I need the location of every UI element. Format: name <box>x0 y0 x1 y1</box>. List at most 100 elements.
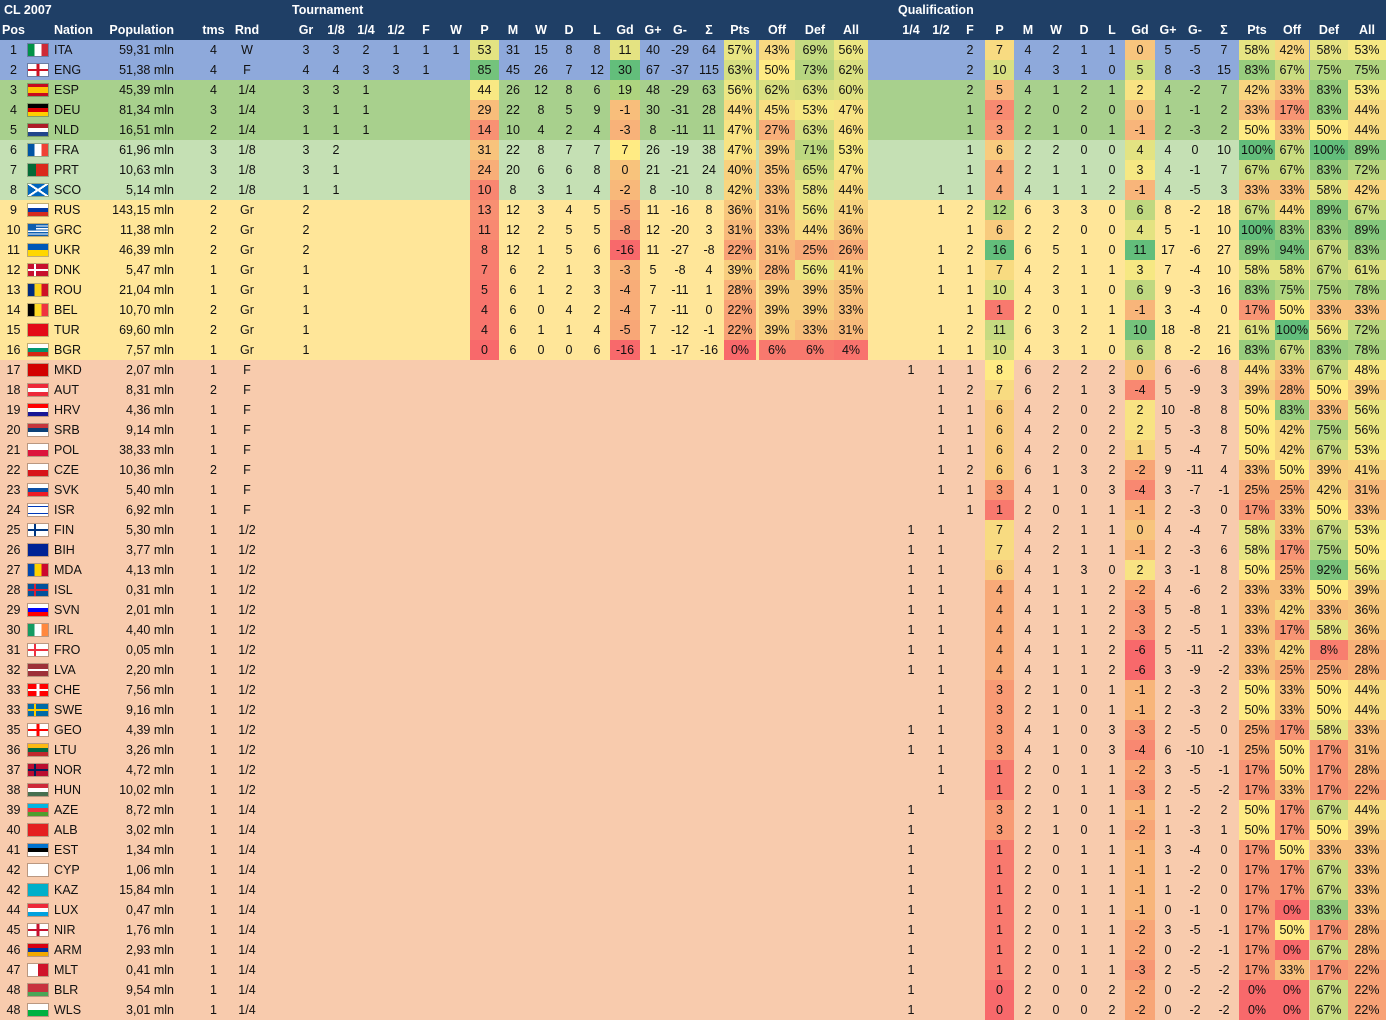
cell-w-13[interactable]: 8 <box>537 143 545 157</box>
cell-p-27[interactable]: 1 <box>985 300 1014 320</box>
cell-f-26[interactable]: 1 <box>966 363 974 377</box>
cell-gx-33[interactable]: 1 <box>1164 863 1172 877</box>
cell-pts-36[interactable]: 0% <box>1239 1000 1275 1020</box>
cell-gx-34[interactable]: -5 <box>1189 183 1201 197</box>
cell-gx-18[interactable]: -21 <box>670 163 690 177</box>
cell-p-27[interactable]: 3 <box>985 700 1014 720</box>
cell-1x4-24[interactable] <box>897 460 925 480</box>
cell-gx-34[interactable]: -2 <box>1189 883 1201 897</box>
cell-pos-0[interactable]: 33 <box>6 703 21 717</box>
cell-gd-32[interactable]: 1 <box>1125 440 1155 460</box>
cell-p-11[interactable]: 13 <box>470 200 499 220</box>
cell-w-29[interactable]: 3 <box>1052 343 1060 357</box>
cell-gx-17[interactable]: 12 <box>646 223 660 237</box>
table-row[interactable]: 18 AUT 8,31 mln 2 F 1 2 7 6 2 1 3 -4 5 -9 3 39% 28% 50% 39% <box>0 380 1386 400</box>
cell-p-27[interactable]: 8 <box>985 360 1014 380</box>
cell-pos-0[interactable]: 3 <box>10 83 17 97</box>
cell-p-27[interactable]: 3 <box>985 720 1014 740</box>
cell-gx-34[interactable]: -1 <box>1189 163 1201 177</box>
cell-1x2-25[interactable]: 1 <box>937 703 945 717</box>
cell-def-38[interactable]: 50% <box>1310 380 1348 400</box>
cell-nation-1[interactable]: ENG <box>54 63 82 77</box>
cell-l-31[interactable]: 3 <box>1108 743 1116 757</box>
cell-all-39[interactable]: 39% <box>1348 820 1386 840</box>
cell-tms-3[interactable]: 4 <box>210 63 217 77</box>
cell-population-2[interactable]: 3,01 mln <box>126 1003 174 1017</box>
cell-gx-34[interactable]: -5 <box>1189 763 1201 777</box>
cell-pos-0[interactable]: 16 <box>6 343 21 357</box>
cell-tms-3[interactable]: 2 <box>210 183 217 197</box>
cell-all-23[interactable]: 4% <box>834 340 868 360</box>
cell-f-26[interactable]: 2 <box>966 383 974 397</box>
cell-d-30[interactable]: 0 <box>1080 723 1088 737</box>
cell-w-13[interactable]: 3 <box>537 203 545 217</box>
cell-off-37[interactable]: 50% <box>1275 760 1309 780</box>
cell-nation-1[interactable]: ROU <box>54 283 82 297</box>
table-row[interactable]: 21 POL 38,33 mln 1 F 1 1 6 4 2 0 2 1 5 -4 7 50% 42% 67% 53% <box>0 440 1386 460</box>
cell-pos-0[interactable]: 4 <box>10 103 17 117</box>
table-row[interactable]: 37 NOR 4,72 mln 1 1/2 1 1 2 0 1 1 -2 3 -5 -1 17% 50% 17% 2… <box>0 760 1386 780</box>
cell-1x4-24[interactable]: 1 <box>907 563 915 577</box>
cell-nation-1[interactable]: NOR <box>54 763 82 777</box>
cell-gx-17[interactable]: 30 <box>646 103 660 117</box>
cell-1x2-25[interactable] <box>927 120 955 140</box>
cell-rnd-4[interactable]: F <box>243 383 251 397</box>
cell-rnd-4[interactable]: Gr <box>240 283 254 297</box>
cell-x-35[interactable]: 2 <box>1220 103 1228 117</box>
cell-gd-32[interactable]: -2 <box>1125 820 1155 840</box>
cell-population-2[interactable]: 1,34 mln <box>126 843 174 857</box>
cell-x-19[interactable]: 63 <box>702 83 716 97</box>
cell-off-37[interactable]: 44% <box>1275 200 1309 220</box>
cell-gr-5[interactable]: 1 <box>302 303 310 317</box>
cell-nation-1[interactable]: LTU <box>54 743 77 757</box>
cell-f-26[interactable] <box>956 540 984 560</box>
cell-def-38[interactable]: 67% <box>1310 940 1348 960</box>
cell-m-28[interactable]: 4 <box>1024 643 1032 657</box>
column-header-21[interactable]: Off <box>767 23 787 37</box>
cell-m-28[interactable]: 2 <box>1024 103 1032 117</box>
table-row[interactable]: 48 BLR 9,54 mln 1 1/4 1 0 2 0 0 2 -2 0 -2 -2 0% 0% 67% 22% <box>0 980 1386 1000</box>
cell-p-27[interactable]: 1 <box>985 920 1014 940</box>
cell-x-35[interactable]: 8 <box>1220 363 1228 377</box>
cell-f-26[interactable]: 1 <box>966 423 974 437</box>
cell-1x2-25[interactable] <box>927 920 955 940</box>
cell-d-30[interactable]: 1 <box>1080 43 1088 57</box>
cell-gx-34[interactable]: -8 <box>1189 323 1201 337</box>
cell-tms-3[interactable]: 1 <box>210 723 217 737</box>
cell-all-39[interactable]: 83% <box>1348 240 1386 260</box>
cell-1x4-24[interactable] <box>897 120 925 140</box>
cell-pts-20[interactable]: 0% <box>724 340 756 360</box>
cell-pts-36[interactable]: 17% <box>1239 960 1275 980</box>
cell-def-38[interactable]: 17% <box>1310 760 1348 780</box>
cell-w-13[interactable]: 0 <box>537 303 545 317</box>
cell-pts-36[interactable]: 17% <box>1239 860 1275 880</box>
cell-all-23[interactable]: 46% <box>834 120 868 140</box>
cell-p-27[interactable]: 1 <box>985 960 1014 980</box>
cell-d-30[interactable]: 1 <box>1080 243 1088 257</box>
cell-pos-0[interactable]: 29 <box>6 603 21 617</box>
cell-all-39[interactable]: 28% <box>1348 660 1386 680</box>
cell-f-26[interactable] <box>956 640 984 660</box>
table-row[interactable]: 11 UKR 46,39 mln 2 Gr 2 8 12 1 5 6 -16 11 -27 -8 22% 31%… <box>0 240 1386 260</box>
cell-tms-3[interactable]: 1 <box>210 263 217 277</box>
cell-gd-16[interactable]: -3 <box>610 120 640 140</box>
cell-d-30[interactable]: 1 <box>1080 583 1088 597</box>
cell-population-2[interactable]: 9,14 mln <box>126 423 174 437</box>
cell-p-27[interactable]: 1 <box>985 840 1014 860</box>
table-row[interactable]: 13 ROU 21,04 mln 1 Gr 1 5 6 1 2 3 -4 7 -11 1 28% 39% 39% 3… <box>0 280 1386 300</box>
cell-tms-3[interactable]: 1 <box>210 703 217 717</box>
cell-l-15[interactable]: 5 <box>593 223 601 237</box>
cell-l-15[interactable]: 6 <box>593 343 601 357</box>
cell-def-38[interactable]: 33% <box>1310 600 1348 620</box>
cell-p-27[interactable]: 4 <box>985 660 1014 680</box>
cell-gx-33[interactable]: 4 <box>1164 583 1172 597</box>
cell-gd-16[interactable]: -4 <box>610 280 640 300</box>
cell-all-39[interactable]: 33% <box>1348 900 1386 920</box>
cell-off-37[interactable]: 42% <box>1275 440 1309 460</box>
cell-pos-0[interactable]: 39 <box>6 803 21 817</box>
cell-all-39[interactable]: 22% <box>1348 980 1386 1000</box>
cell-nation-1[interactable]: DNK <box>54 263 81 277</box>
cell-pos-0[interactable]: 12 <box>6 263 21 277</box>
cell-l-31[interactable]: 0 <box>1108 283 1116 297</box>
cell-gx-34[interactable]: 0 <box>1191 143 1199 157</box>
